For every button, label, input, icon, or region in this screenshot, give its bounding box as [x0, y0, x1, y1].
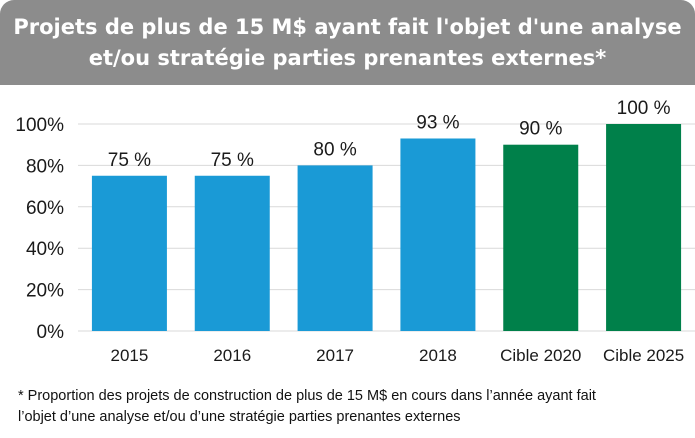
- chart-title-line-2: et/ou stratégie parties prenantes extern…: [88, 45, 607, 70]
- bars: [91, 124, 682, 331]
- bar-value-label: 75 %: [211, 150, 254, 171]
- y-axis-tick-labels: 0% 20% 40% 60% 80% 100%: [15, 115, 64, 343]
- y-tick-label: 60%: [26, 198, 64, 219]
- y-tick-label: 80%: [26, 156, 64, 177]
- footnote-line-2: l’objet d’une analyse et/ou d’une straté…: [18, 409, 461, 425]
- y-tick-label: 100%: [15, 115, 64, 136]
- bar-chart: 0% 20% 40% 60% 80% 100% 75 % 75 % 80 % 93 % 90 % 1…: [15, 98, 695, 365]
- y-tick-label: 40%: [26, 239, 64, 260]
- x-tick-label: 2017: [316, 346, 354, 365]
- y-tick-label: 20%: [26, 281, 64, 302]
- bar: [91, 175, 167, 331]
- bar: [400, 138, 476, 331]
- bar-value-label: 93 %: [416, 112, 459, 133]
- y-tick-label: 0%: [37, 322, 65, 343]
- chart-title: Projets de plus de 15 M$ ayant fait l'ob…: [0, 0, 695, 85]
- x-tick-label: Cible 2025: [603, 346, 684, 365]
- bar-value-label: 75 %: [108, 150, 151, 171]
- bar: [503, 144, 579, 331]
- bar: [606, 124, 682, 331]
- x-tick-label: 2016: [213, 346, 251, 365]
- x-axis-tick-labels: 2015 2016 2017 2018 Cible 2020 Cible 2025: [111, 346, 685, 365]
- bar-value-label: 90 %: [519, 119, 562, 140]
- footnote-line-1: * Proportion des projets de construction…: [18, 388, 596, 404]
- bar-value-label: 80 %: [313, 139, 356, 160]
- bar: [194, 175, 270, 331]
- bar-value-label: 100 %: [617, 98, 671, 119]
- x-tick-label: 2018: [419, 346, 457, 365]
- chart-title-line-1: Projets de plus de 15 M$ ayant fait l'ob…: [13, 14, 682, 39]
- x-tick-label: Cible 2020: [500, 346, 581, 365]
- value-labels: 75 % 75 % 80 % 93 % 90 % 100 %: [108, 98, 671, 171]
- footnote: * Proportion des projets de construction…: [18, 386, 688, 428]
- gridlines: [78, 123, 695, 332]
- x-tick-label: 2015: [111, 346, 149, 365]
- bar: [297, 165, 373, 331]
